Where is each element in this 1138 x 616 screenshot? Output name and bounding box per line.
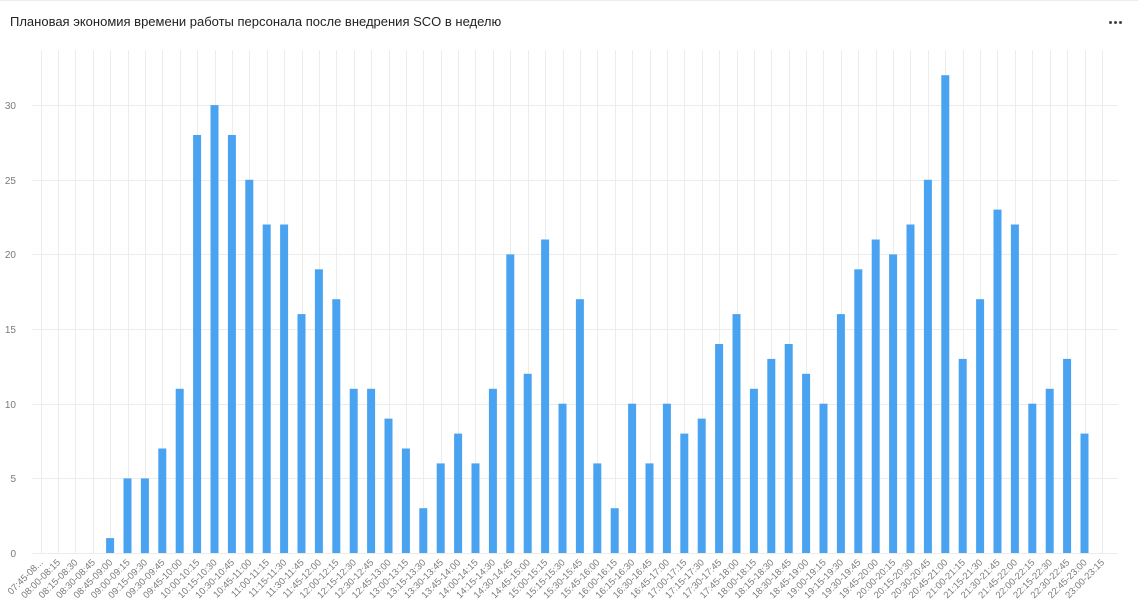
more-dots-icon[interactable] xyxy=(1104,12,1126,32)
bar xyxy=(123,478,132,554)
bar xyxy=(384,418,393,553)
bar xyxy=(923,179,932,554)
bar xyxy=(1045,388,1054,553)
chart-title: Плановая экономия времени работы персона… xyxy=(10,14,502,29)
bar xyxy=(262,224,271,553)
y-tick-label: 5 xyxy=(10,474,16,485)
bar xyxy=(332,299,341,553)
bar xyxy=(1010,224,1019,553)
bar xyxy=(1063,358,1072,553)
bar xyxy=(767,358,776,553)
y-tick-label: 20 xyxy=(5,250,17,261)
bar xyxy=(662,403,671,553)
bar xyxy=(506,254,515,553)
bar xyxy=(976,299,985,553)
bar xyxy=(593,463,602,553)
y-tick-label: 0 xyxy=(10,549,16,560)
bar xyxy=(471,463,480,553)
bar xyxy=(401,448,410,553)
bar xyxy=(749,388,758,553)
bar xyxy=(715,344,724,553)
bar xyxy=(575,299,584,553)
bar xyxy=(680,433,689,553)
bar xyxy=(854,269,863,553)
bar xyxy=(628,403,637,553)
bar xyxy=(106,538,115,553)
bar xyxy=(175,388,184,553)
bar xyxy=(488,388,497,553)
y-tick-label: 10 xyxy=(5,400,17,411)
bars xyxy=(106,75,1089,554)
bar xyxy=(941,75,950,553)
dot xyxy=(1108,20,1112,24)
y-tick-label: 15 xyxy=(5,325,17,336)
bar xyxy=(227,135,236,553)
bar xyxy=(541,239,550,553)
x-axis: 07:45-08...08:00-08:1508:15-08:3008:30-0… xyxy=(6,557,1107,601)
bar xyxy=(280,224,289,553)
bar xyxy=(1080,433,1089,553)
dot xyxy=(1113,20,1117,24)
bar xyxy=(819,403,828,553)
dot xyxy=(1118,20,1122,24)
bar xyxy=(523,373,532,553)
bar xyxy=(245,179,254,554)
bar xyxy=(889,254,898,553)
y-tick-label: 30 xyxy=(5,101,17,112)
bar xyxy=(367,388,376,553)
y-tick-label: 25 xyxy=(5,176,17,187)
bar xyxy=(871,239,880,553)
bar xyxy=(958,358,967,553)
bar xyxy=(158,448,167,553)
bar xyxy=(732,314,741,553)
bar xyxy=(314,269,323,553)
bar xyxy=(140,478,149,554)
bar xyxy=(419,508,428,553)
y-axis: 0 5 10 15 20 25 30 xyxy=(5,101,17,560)
bar xyxy=(454,433,463,553)
top-divider xyxy=(0,0,1138,1)
bar xyxy=(836,314,845,553)
bar xyxy=(784,344,793,553)
bar xyxy=(906,224,915,553)
bar xyxy=(193,135,202,553)
bar xyxy=(697,418,706,553)
bar xyxy=(297,314,306,553)
bar xyxy=(558,403,567,553)
bar xyxy=(993,209,1002,553)
bar xyxy=(349,388,358,553)
bar xyxy=(210,105,219,553)
bar xyxy=(802,373,811,553)
bar xyxy=(436,463,445,553)
bar xyxy=(1028,403,1037,553)
bar xyxy=(610,508,619,553)
bar xyxy=(645,463,654,553)
